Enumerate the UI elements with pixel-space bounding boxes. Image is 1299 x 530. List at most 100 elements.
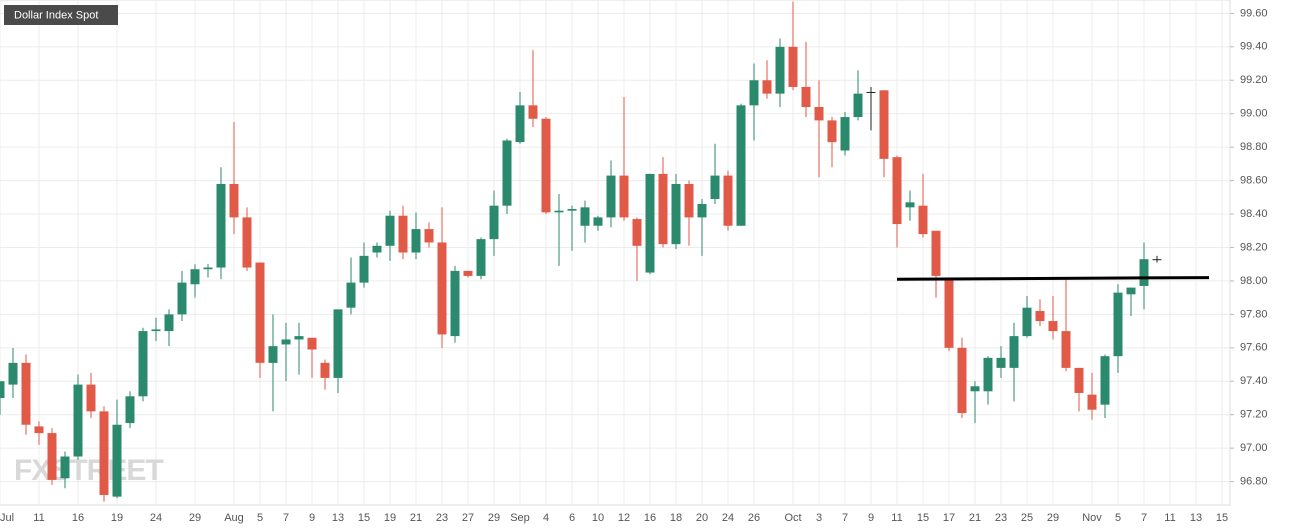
candle-body	[996, 357, 1006, 368]
candle-body	[242, 217, 252, 268]
candle-body	[970, 386, 980, 392]
y-tick-label: 99.00	[1240, 108, 1268, 120]
y-tick-label: 98.60	[1240, 175, 1268, 187]
x-tick-label: 16	[72, 512, 84, 524]
x-tick-label: 13	[1190, 512, 1202, 524]
candle-body	[411, 229, 421, 253]
y-tick-label: 97.00	[1240, 442, 1268, 454]
x-tick-label: 29	[1047, 512, 1059, 524]
candle-body	[281, 339, 291, 345]
candle-body	[619, 175, 629, 218]
candle-body	[60, 456, 70, 479]
x-tick-label: 5	[257, 512, 263, 524]
candle-body	[190, 269, 200, 285]
x-tick-label: 12	[618, 512, 630, 524]
x-tick-label: 15	[1216, 512, 1228, 524]
candle-body	[931, 230, 941, 276]
x-tick-label: 3	[816, 512, 822, 524]
candle-body	[346, 282, 356, 308]
x-tick-label: 7	[842, 512, 848, 524]
x-tick-label: 7	[283, 512, 289, 524]
candle-body	[515, 105, 525, 143]
candle-body	[151, 329, 161, 332]
x-tick-label: 24	[150, 512, 162, 524]
candle-body	[138, 331, 148, 397]
candle-body	[203, 267, 213, 270]
candle-body	[99, 411, 109, 495]
candle-body	[723, 175, 733, 226]
candle-body	[762, 80, 772, 94]
title-box	[4, 5, 118, 25]
candle-body	[359, 255, 369, 283]
candle-body	[957, 347, 967, 414]
candle-body	[853, 93, 863, 118]
candle-body	[736, 105, 746, 226]
x-tick-label: Jul	[0, 512, 14, 524]
x-tick-label: 5	[1115, 512, 1121, 524]
candle-body	[0, 381, 5, 398]
candle-body	[164, 314, 174, 332]
candle-body	[450, 270, 460, 337]
candle-body	[463, 270, 473, 276]
x-tick-label: 21	[410, 512, 422, 524]
candle-body	[554, 210, 564, 213]
x-tick-label: 20	[696, 512, 708, 524]
candle-body	[73, 384, 83, 457]
candle-body	[892, 157, 902, 225]
candle-body	[1061, 331, 1071, 368]
candle-body	[476, 239, 486, 276]
watermark: FXSTREET	[14, 454, 163, 487]
marks	[0, 1, 1210, 502]
y-tick-label: 98.00	[1240, 275, 1268, 287]
y-tick-label: 97.40	[1240, 375, 1268, 387]
candle-body	[788, 46, 798, 87]
y-tick-label: 99.40	[1240, 41, 1268, 53]
candle-body	[671, 183, 681, 245]
y-tick-label: 97.20	[1240, 409, 1268, 421]
x-tick-label: 23	[995, 512, 1007, 524]
candle-body	[541, 118, 551, 213]
candle-body	[775, 46, 785, 94]
y-tick-label: 99.60	[1240, 7, 1268, 19]
candle-body	[528, 105, 538, 119]
candle-body	[697, 204, 707, 218]
candle-body	[840, 117, 850, 151]
x-tick-label: 16	[644, 512, 656, 524]
x-tick-label: 15	[358, 512, 370, 524]
candle-body	[34, 426, 44, 434]
x-tick-label: Nov	[1082, 512, 1102, 524]
candle-body	[918, 205, 928, 235]
candle-body	[229, 183, 239, 218]
x-tick-label: 15	[917, 512, 929, 524]
candle-body	[684, 183, 694, 218]
candle-body	[424, 229, 434, 243]
candle-body	[385, 215, 395, 246]
y-tick-label: 99.20	[1240, 74, 1268, 86]
candle-body	[333, 309, 343, 378]
candle-body	[645, 173, 655, 273]
candle-body	[749, 80, 759, 106]
y-tick-label: 97.60	[1240, 342, 1268, 354]
candle-body	[320, 362, 330, 378]
candle-body	[905, 202, 915, 208]
x-tick-label: 19	[111, 512, 123, 524]
candle-body	[567, 209, 577, 211]
y-tick-label: 98.40	[1240, 208, 1268, 220]
candle-body	[398, 215, 408, 253]
x-tick-label: 19	[384, 512, 396, 524]
candle-body	[593, 217, 603, 226]
candle-body	[294, 336, 304, 340]
candle-body	[437, 242, 447, 335]
x-tick-label: 11	[891, 512, 902, 524]
x-tick-label: 13	[332, 512, 344, 524]
x-tick-label: 23	[436, 512, 448, 524]
candle-body	[710, 175, 720, 199]
candle-body	[216, 183, 226, 268]
x-tick-label: 27	[462, 512, 474, 524]
candle-body	[1022, 307, 1032, 337]
x-tick-label: 4	[543, 512, 549, 524]
candle-body	[489, 205, 499, 240]
x-tick-label: 7	[1141, 512, 1147, 524]
candle-body	[177, 282, 187, 315]
